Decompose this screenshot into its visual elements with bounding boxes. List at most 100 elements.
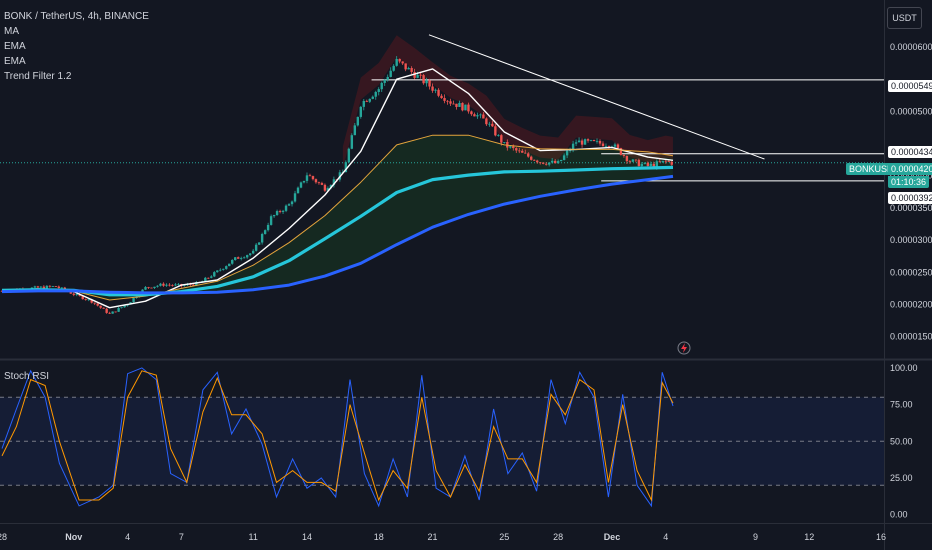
- currency-button[interactable]: USDT: [887, 7, 922, 29]
- candle-body: [356, 116, 360, 126]
- time-axis-tick: 7: [179, 532, 184, 542]
- stoch-rsi-pane: 100.00 75.00 50.00 25.00 0.00: [0, 363, 918, 520]
- time-axis-tick: 28: [0, 532, 7, 542]
- stoch-rsi-axis-tick: 100.00: [890, 363, 918, 373]
- candle-body: [299, 182, 303, 188]
- time-axis-tick: Nov: [65, 532, 82, 542]
- current-price-tag: 0.00004201: [888, 163, 932, 175]
- candle-body: [389, 70, 392, 77]
- stoch-rsi-k-line: [1, 367, 674, 508]
- candle-body: [263, 230, 267, 234]
- candle-body: [368, 98, 371, 102]
- candle-body: [559, 159, 563, 162]
- candle-body: [410, 67, 413, 72]
- candle-body: [401, 61, 404, 64]
- candle-body: [48, 285, 52, 287]
- candle-body: [326, 188, 330, 191]
- candle-body: [533, 159, 536, 161]
- candle-body: [458, 102, 461, 107]
- candle-body: [598, 140, 602, 144]
- candle-body: [84, 299, 87, 300]
- candle-body: [308, 175, 312, 177]
- stoch-rsi-title[interactable]: Stoch RSI: [4, 371, 50, 382]
- candle-body: [114, 311, 117, 313]
- candle-body: [231, 259, 234, 264]
- candle-body: [87, 299, 90, 301]
- candle-body: [213, 272, 216, 277]
- candle-body: [658, 161, 661, 163]
- candle-body: [228, 263, 231, 267]
- stoch-rsi-axis-tick: 50.00: [890, 436, 913, 446]
- candle-body: [637, 159, 641, 167]
- indicator-trend-filter[interactable]: Trend Filter 1.2: [4, 71, 72, 82]
- alert-icon-ring: [677, 341, 691, 355]
- trend-cloud: [2, 135, 673, 300]
- price-tag-level-low: 0.00003920: [888, 192, 932, 204]
- candle-body: [240, 258, 243, 259]
- indicator-ema-2[interactable]: EMA: [4, 56, 26, 67]
- candle-body: [625, 155, 629, 162]
- candle-body: [165, 284, 168, 286]
- candle-body: [144, 287, 147, 290]
- candle-body: [640, 163, 644, 167]
- candle-body: [413, 71, 416, 78]
- candle-body: [655, 161, 659, 167]
- symbol-title[interactable]: BONK / TetherUS, 4h, BINANCE: [4, 11, 149, 22]
- time-axis-tick: 11: [248, 532, 257, 542]
- candle-body: [539, 162, 542, 164]
- candle-body: [509, 146, 512, 148]
- candle-body: [485, 118, 488, 125]
- candle-body: [467, 104, 470, 112]
- candle-body: [503, 141, 506, 143]
- time-axis-tick: 16: [876, 532, 886, 542]
- candle-body: [497, 135, 500, 136]
- candle-body: [207, 277, 210, 279]
- candle-body: [39, 286, 43, 288]
- candle-body: [93, 302, 96, 304]
- candle-body: [251, 250, 255, 254]
- candle-body: [601, 143, 605, 147]
- candle-body: [649, 163, 653, 167]
- candle-body: [461, 102, 464, 111]
- candle-body: [156, 285, 159, 287]
- indicator-ma[interactable]: MA: [4, 26, 19, 37]
- candle-body: [613, 144, 617, 147]
- price-tag-level-mid: 0.00004341: [888, 146, 932, 158]
- time-axis-tick: 14: [302, 532, 312, 542]
- candle-body: [667, 161, 670, 162]
- ema-fast-line: [1, 134, 674, 301]
- time-axis-tick: 4: [663, 532, 668, 542]
- chart-legend: BONK / TetherUS, 4h, BINANCE MA EMA EMA …: [4, 9, 149, 84]
- candle-body: [195, 282, 198, 286]
- candle-body: [54, 286, 58, 287]
- candle-body: [222, 268, 225, 270]
- candle-body: [332, 179, 336, 186]
- candle-body: [568, 149, 572, 151]
- candle-body: [36, 286, 40, 288]
- time-axis-tick: 18: [374, 532, 384, 542]
- candle-body: [269, 216, 273, 225]
- candle-body: [123, 305, 126, 308]
- candle-body: [479, 114, 482, 116]
- candle-body: [550, 160, 554, 163]
- trend-line: [428, 34, 765, 160]
- candle-body: [604, 146, 608, 147]
- candle-body: [171, 285, 174, 286]
- candle-body: [174, 284, 177, 286]
- candle-body: [99, 305, 102, 308]
- candle-body: [455, 103, 458, 107]
- candle-body: [515, 148, 518, 151]
- candle-body: [383, 79, 386, 83]
- indicator-ema-1[interactable]: EMA: [4, 41, 26, 52]
- countdown-tag: 01:10:36: [888, 176, 930, 188]
- candle-body: [619, 148, 623, 155]
- time-axis-tick: 4: [125, 532, 130, 542]
- candle-body: [434, 89, 437, 91]
- candle-body: [377, 89, 380, 92]
- candle-body: [150, 287, 153, 289]
